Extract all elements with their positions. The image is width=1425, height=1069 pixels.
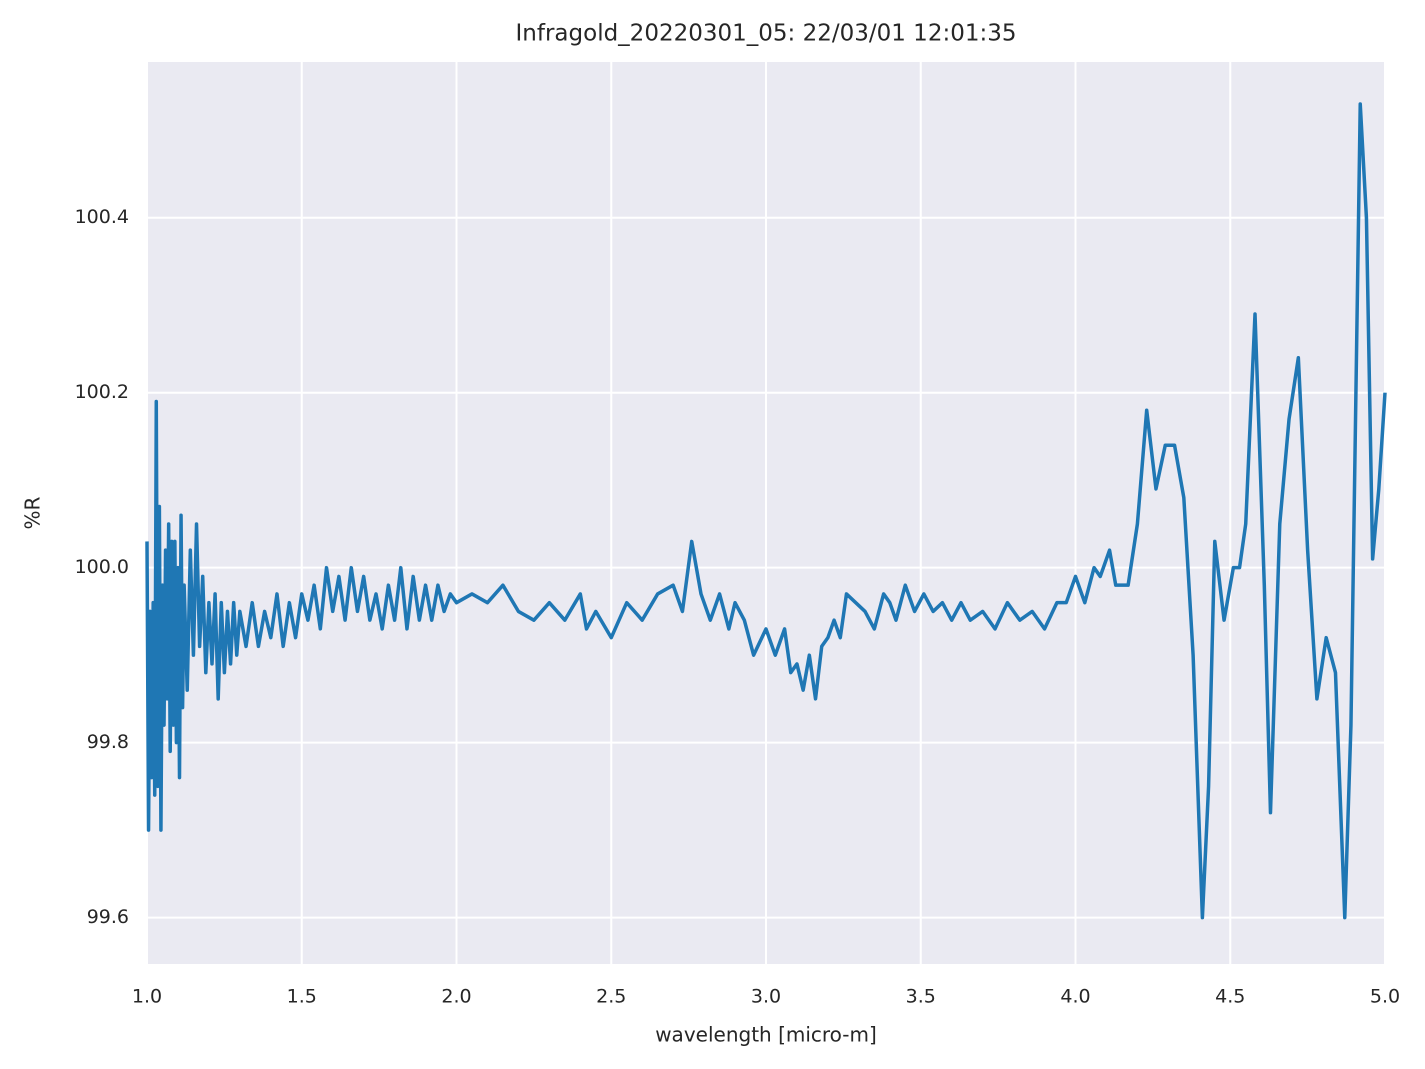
y-tick-label: 100.4 [75,206,129,228]
y-tick-label: 100.2 [75,381,129,403]
x-tick-label: 2.5 [596,986,626,1008]
chart-title: Infragold_20220301_05: 22/03/01 12:01:35 [516,21,1017,47]
x-axis-label: wavelength [micro-m] [655,1023,877,1047]
y-tick-label: 100.0 [75,556,129,578]
y-tick-label: 99.6 [87,906,129,928]
x-tick-label: 2.0 [441,986,471,1008]
y-axis-label: %R [21,496,45,529]
x-tick-label: 4.5 [1215,986,1245,1008]
x-tick-label: 3.0 [751,986,781,1008]
x-tick-label: 1.0 [132,986,162,1008]
x-tick-label: 5.0 [1370,986,1400,1008]
x-tick-label: 4.0 [1060,986,1090,1008]
y-tick-label: 99.8 [87,731,129,753]
x-tick-label: 3.5 [906,986,936,1008]
data-line [145,102,1387,920]
x-tick-label: 1.5 [287,986,317,1008]
